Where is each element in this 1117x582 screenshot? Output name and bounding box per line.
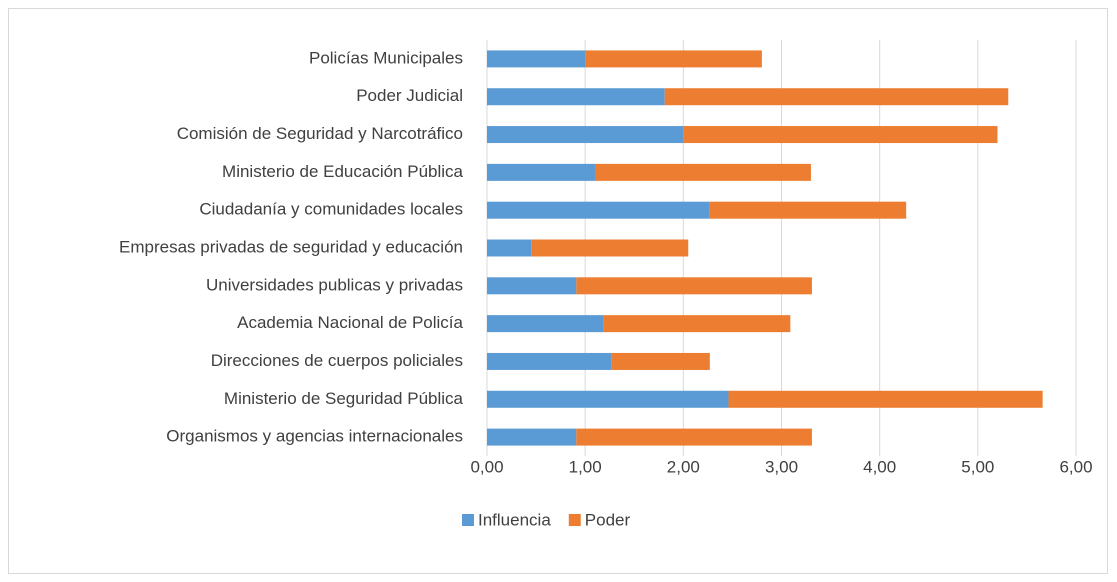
bar: [487, 50, 586, 68]
x-tick-label: 0,00: [470, 457, 503, 476]
bar: [487, 277, 577, 295]
x-tick-label: 2,00: [667, 457, 700, 476]
y-tick-label: Organismos y agencias internacionales: [166, 427, 463, 446]
y-tick-label: Ministerio de Seguridad Pública: [224, 389, 464, 408]
bar: [728, 390, 1043, 408]
x-tick-label: 6,00: [1059, 457, 1092, 476]
y-tick-label: Universidades publicas y privadas: [206, 275, 463, 294]
x-tick-label: 1,00: [569, 457, 602, 476]
y-tick-label: Academia Nacional de Policía: [237, 313, 463, 332]
bar: [709, 201, 907, 219]
y-tick-label: Comisión de Seguridad y Narcotráfico: [177, 124, 463, 143]
bar: [487, 201, 710, 219]
bar: [487, 163, 595, 181]
y-tick-label: Ciudadanía y comunidades locales: [199, 200, 463, 219]
bar: [664, 88, 1009, 106]
x-tick-label: 3,00: [765, 457, 798, 476]
bar: [585, 50, 762, 68]
x-tick-label: 4,00: [863, 457, 896, 476]
x-tick-label: 5,00: [961, 457, 994, 476]
bar: [594, 163, 811, 181]
legend-label: Poder: [585, 510, 631, 529]
bar: [487, 352, 612, 370]
bar: [487, 239, 532, 257]
bar: [576, 277, 812, 295]
legend-swatch: [462, 514, 474, 526]
bar: [576, 428, 812, 446]
bar: [487, 390, 729, 408]
bar: [683, 126, 998, 144]
bar: [487, 315, 604, 333]
y-tick-label: Ministerio de Educación Pública: [222, 162, 464, 181]
y-tick-label: Policías Municipales: [309, 48, 463, 67]
bar: [603, 315, 791, 333]
bar: [531, 239, 689, 257]
y-tick-label: Empresas privadas de seguridad y educaci…: [119, 237, 463, 256]
bar: [487, 126, 684, 144]
y-tick-label: Direcciones de cuerpos policiales: [211, 351, 463, 370]
legend-label: Influencia: [478, 510, 551, 529]
bar: [487, 88, 665, 106]
y-tick-label: Poder Judicial: [356, 86, 463, 105]
legend-swatch: [568, 514, 581, 526]
bar: [487, 428, 577, 446]
bar: [611, 352, 710, 370]
